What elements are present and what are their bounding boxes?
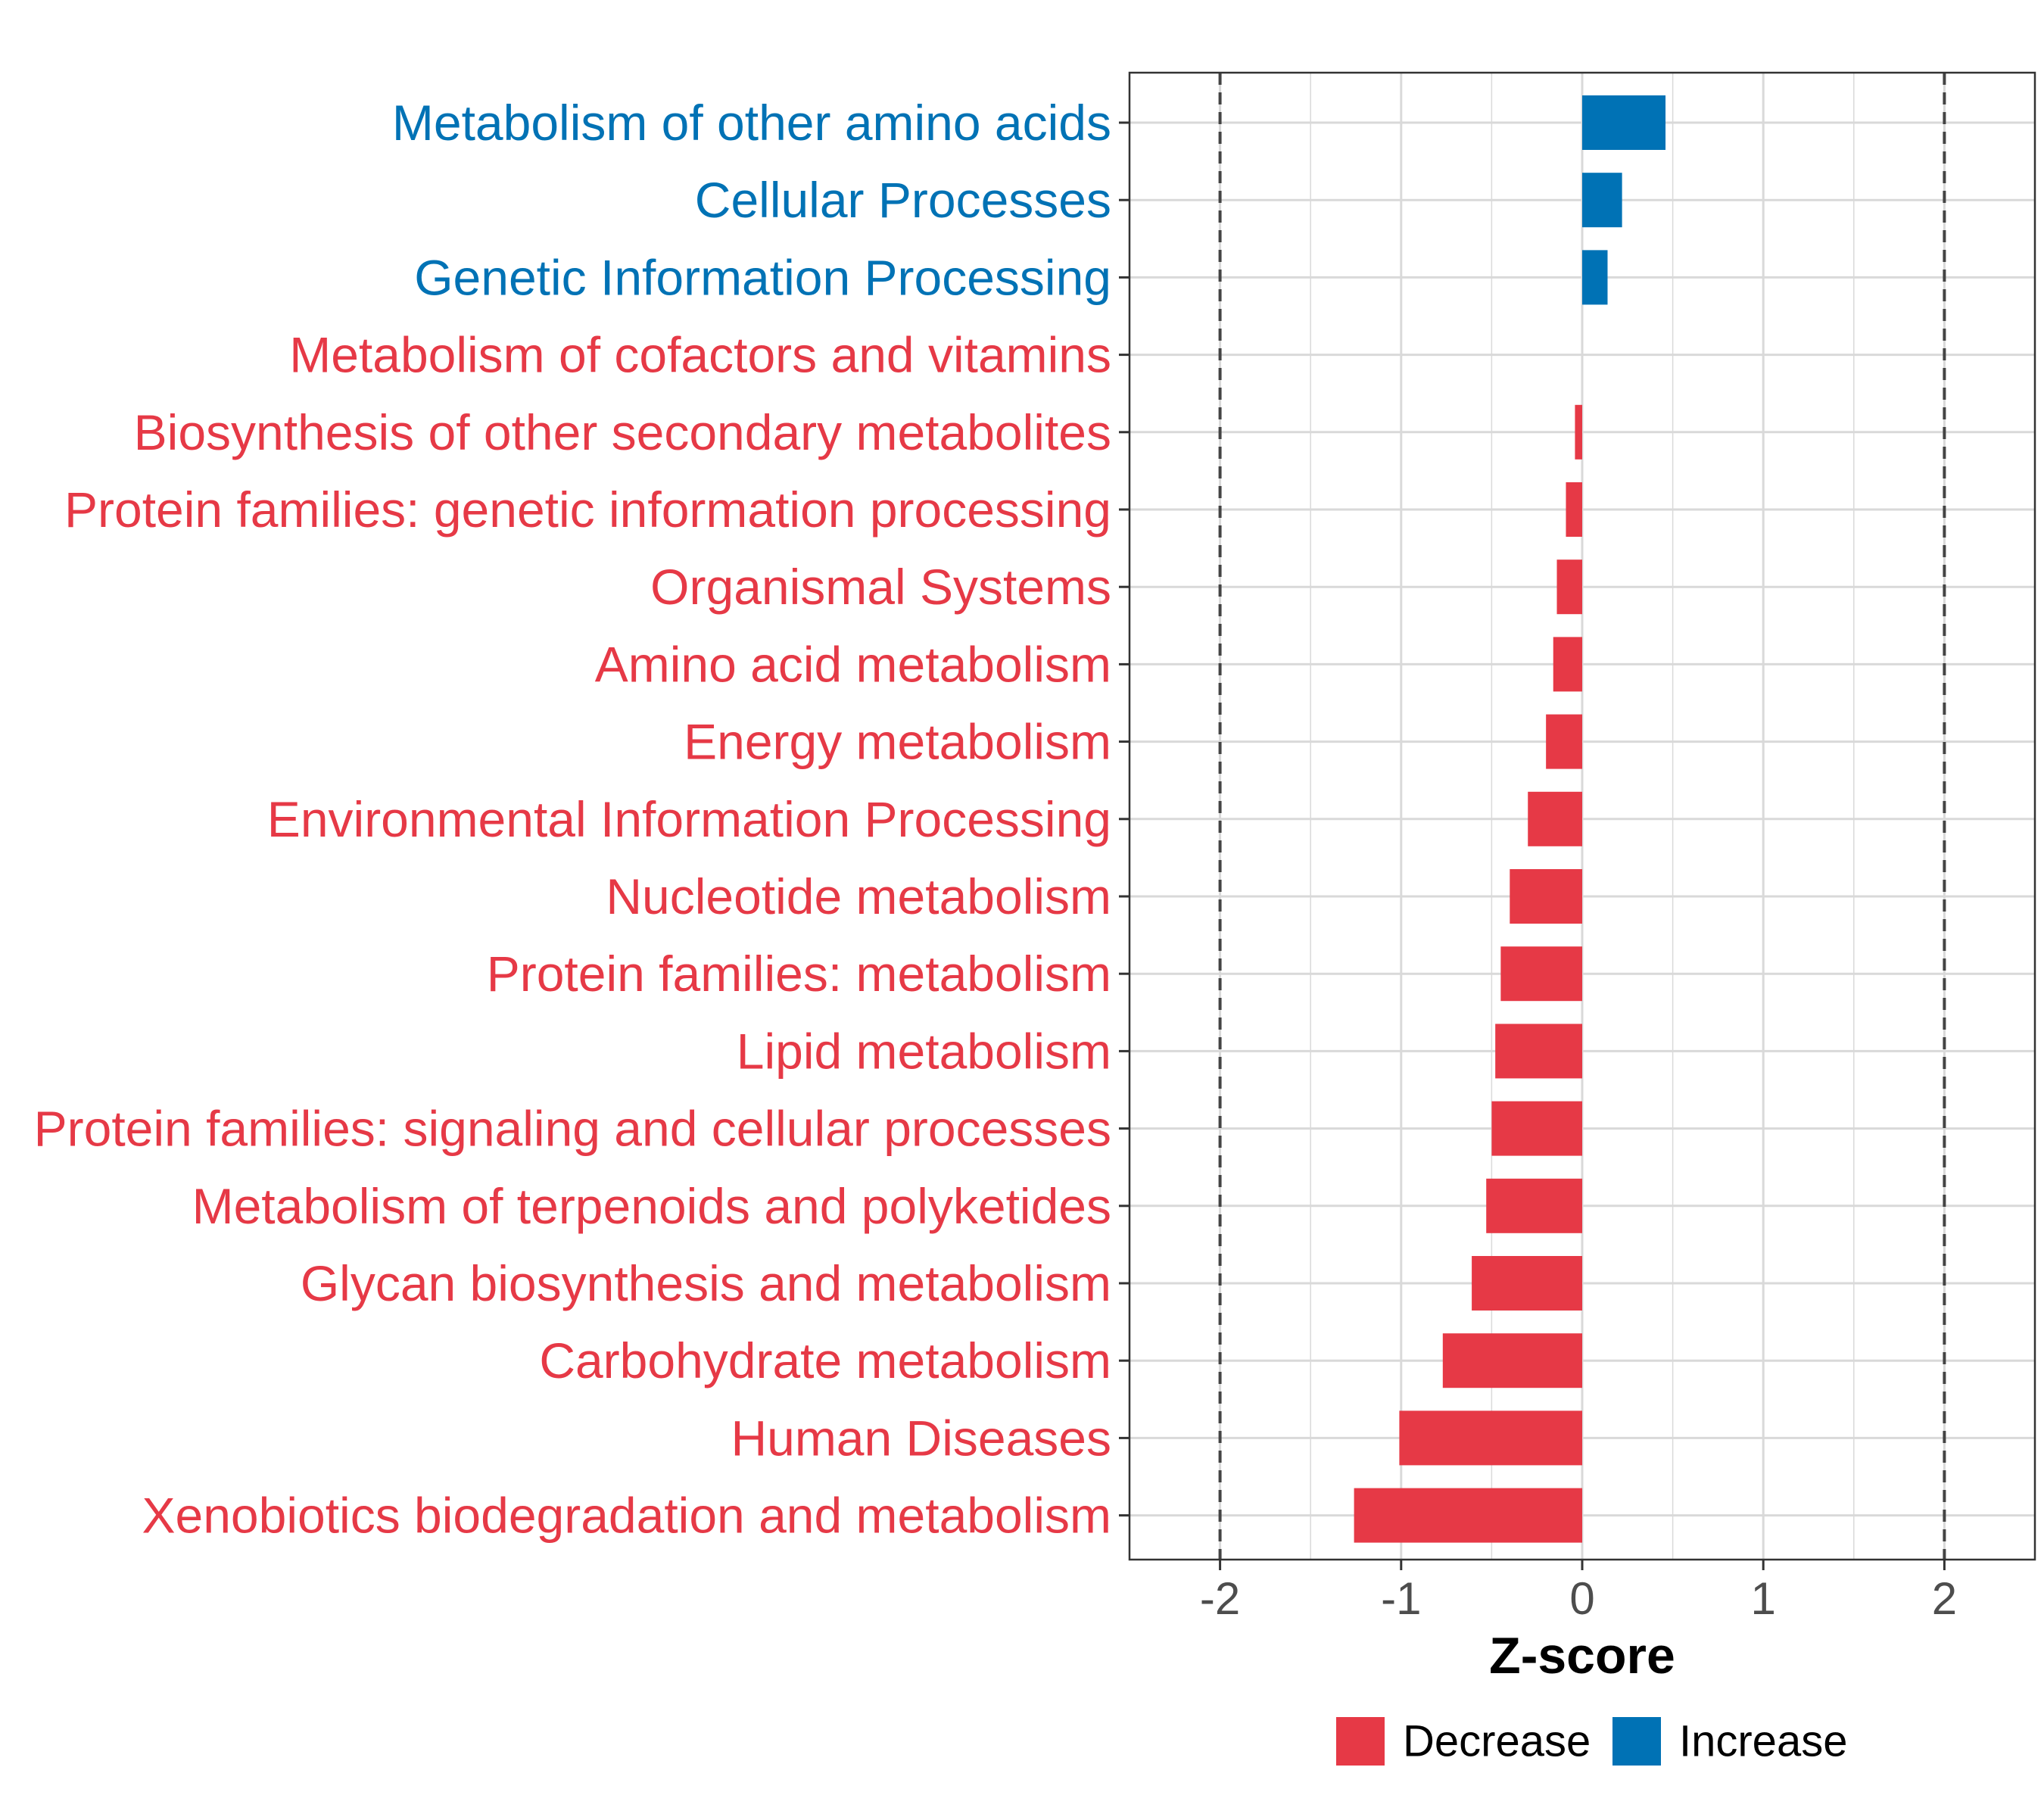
category-label: Metabolism of cofactors and vitamins [289,327,1111,383]
category-label: Amino acid metabolism [595,636,1111,692]
legend-label-decrease: Decrease [1403,1717,1591,1766]
x-tick-label: 0 [1569,1573,1594,1624]
x-axis-ticks: -2 -1 0 1 2 [1200,1560,1957,1624]
reference-lines [1218,73,1946,1560]
bar [1575,404,1582,460]
bar [1510,869,1582,924]
y-axis-ticks [1119,121,1129,1517]
bar [1528,791,1582,846]
bars [1354,95,1666,1543]
category-label: Glycan biosynthesis and metabolism [301,1255,1111,1311]
bar [1582,173,1622,228]
category-label: Environmental Information Processing [267,791,1111,847]
legend-swatch-increase [1612,1717,1661,1766]
bar [1553,637,1582,692]
bar [1399,1410,1582,1466]
category-label: Biosynthesis of other secondary metaboli… [134,404,1111,460]
category-label: Energy metabolism [684,714,1111,770]
bar [1582,250,1608,305]
x-tick-label: 1 [1751,1573,1776,1624]
bar [1582,95,1666,150]
legend-label-increase: Increase [1679,1717,1847,1766]
category-label: Carbohydrate metabolism [539,1332,1111,1388]
bar [1495,1024,1582,1079]
bar [1566,482,1582,537]
bar [1472,1256,1582,1311]
category-label: Metabolism of terpenoids and polyketides [192,1178,1111,1234]
bar [1442,1333,1582,1388]
category-label: Protein families: signaling and cellular… [34,1101,1111,1157]
category-labels: Metabolism of other amino acids Cellular … [34,95,1111,1544]
category-label: Metabolism of other amino acids [392,95,1111,151]
x-axis-title: Z-score [1489,1627,1675,1685]
bar [1500,946,1582,1002]
category-label: Protein families: metabolism [487,946,1111,1002]
category-label: Human Diseases [731,1410,1111,1466]
x-tick-label: -1 [1381,1573,1421,1624]
x-tick-label: 2 [1932,1573,1957,1624]
category-label: Protein families: genetic information pr… [64,482,1111,538]
category-label: Lipid metabolism [737,1023,1111,1079]
legend-swatch-decrease [1336,1717,1385,1766]
category-label: Nucleotide metabolism [606,868,1111,924]
category-label: Genetic Information Processing [414,249,1111,305]
category-label: Xenobiotics biodegradation and metabolis… [142,1488,1112,1544]
bar [1486,1178,1582,1233]
x-tick-label: -2 [1200,1573,1240,1624]
bar [1546,714,1582,769]
bar [1491,1101,1582,1156]
bar [1556,559,1582,615]
category-label: Cellular Processes [695,172,1111,228]
category-label: Organismal Systems [650,559,1111,615]
legend: Decrease Increase [1336,1717,1847,1766]
bar [1354,1488,1582,1543]
